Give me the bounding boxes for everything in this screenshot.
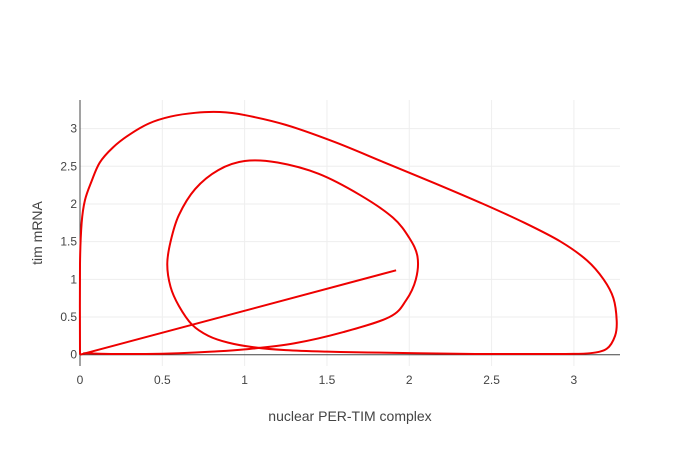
x-tick-label: 3 (571, 373, 578, 387)
series-layer (78, 110, 618, 356)
tick-labels: 0 0.5 1 1.5 2 2.5 3 0 0.5 1 1.5 2 2.5 3 (60, 122, 577, 387)
x-tick-label: 2.5 (483, 373, 500, 387)
y-tick-label: 0 (70, 348, 77, 362)
x-tick-label: 2 (406, 373, 413, 387)
x-tick-label: 0.5 (154, 373, 171, 387)
y-tick-label: 1 (70, 272, 77, 286)
y-tick-label: 2 (70, 197, 77, 211)
trajectory-line (78, 110, 618, 356)
ray-line (79, 269, 397, 356)
x-tick-label: 1 (241, 373, 248, 387)
y-tick-label: 0.5 (60, 310, 77, 324)
x-axis-title: nuclear PER-TIM complex (268, 408, 431, 424)
y-tick-label: 2.5 (60, 159, 77, 173)
axes (79, 100, 620, 366)
x-tick-label: 1.5 (319, 373, 336, 387)
y-tick-label: 3 (70, 122, 77, 136)
y-axis-title: tim mRNA (29, 200, 45, 264)
x-tick-label: 0 (77, 373, 84, 387)
grid-lines (80, 100, 620, 366)
y-tick-label: 1.5 (60, 235, 77, 249)
